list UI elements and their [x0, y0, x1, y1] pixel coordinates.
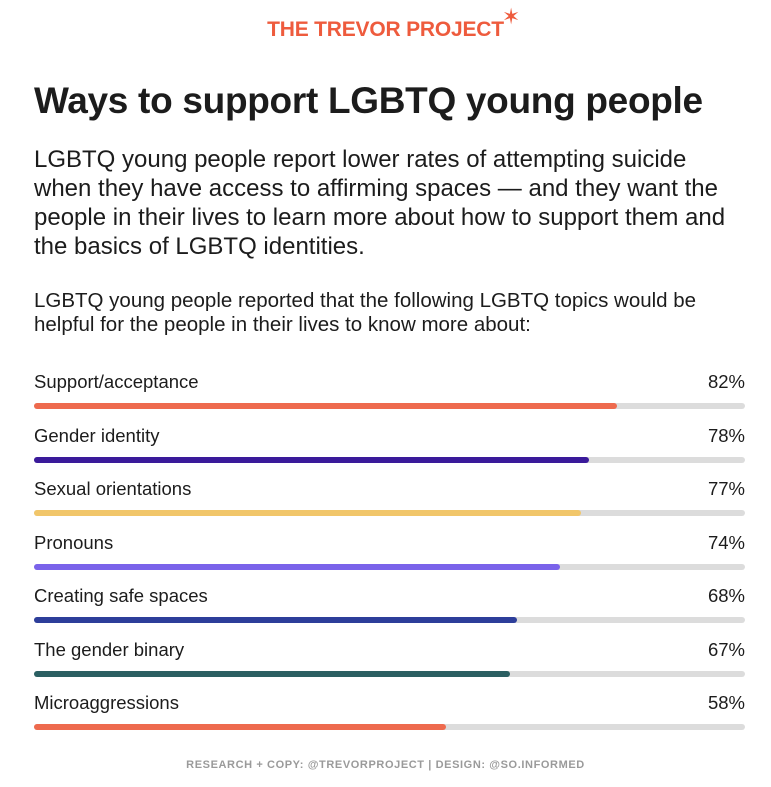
bar-label: Gender identity: [34, 424, 160, 446]
brand-name: THE TREVOR PROJECT: [267, 18, 504, 41]
bar-value-label: 78%: [707, 424, 745, 446]
bar-row: Sexual orientations 77%: [34, 475, 745, 529]
bar-label: Creating safe spaces: [34, 585, 208, 606]
chart-lead-text: LGBTQ young people reported that the fol…: [34, 289, 697, 336]
bar: [34, 456, 589, 463]
bar-row: Gender identity 78%: [34, 422, 745, 476]
bar-track: [34, 456, 745, 463]
bar-track: [34, 670, 745, 677]
bar-row: Microaggressions 58%: [34, 689, 745, 743]
bar-value-label: 68%: [707, 585, 745, 606]
star-icon: ✶: [501, 4, 521, 29]
bar-track: [34, 510, 745, 516]
page-title: Ways to support LGBTQ young people: [34, 80, 703, 121]
bar: [34, 617, 518, 623]
bar-chart: Support/acceptance 82% Gender identity 78% S…: [34, 368, 745, 743]
bar: [34, 670, 511, 677]
bar-track: [34, 617, 745, 623]
bar-track: [34, 403, 745, 409]
credits-footer: RESEARCH + COPY: @TREVORPROJECT | DESIGN…: [186, 759, 585, 771]
bar-row: Support/acceptance 82%: [34, 368, 745, 422]
bar-value-label: 74%: [707, 531, 745, 553]
bar: [34, 403, 618, 409]
bar: [34, 510, 582, 516]
bar-track: [34, 724, 745, 730]
bar-label: The gender binary: [34, 638, 185, 660]
bar-label: Microaggressions: [34, 692, 179, 713]
bar-value-label: 58%: [707, 692, 745, 713]
bar-row: The gender binary 67%: [34, 636, 745, 690]
intro-paragraph: LGBTQ young people report lower rates of…: [34, 146, 726, 260]
bar-value-label: 82%: [707, 371, 745, 392]
bar-value-label: 67%: [707, 638, 745, 660]
bar-label: Support/acceptance: [34, 371, 199, 392]
bar-label: Pronouns: [34, 531, 114, 553]
bar-row: Pronouns 74%: [34, 529, 745, 583]
infographic-card: THE TREVOR PROJECT ✶ Ways to support LGBT…: [8, 0, 763, 787]
bar-label: Sexual orientations: [34, 478, 192, 499]
bar-value-label: 77%: [707, 478, 745, 499]
bar: [34, 563, 561, 570]
bar-track: [34, 563, 745, 570]
bar: [34, 724, 447, 730]
brand-logo: THE TREVOR PROJECT ✶: [8, 4, 763, 42]
bar-row: Creating safe spaces 68%: [34, 582, 745, 636]
